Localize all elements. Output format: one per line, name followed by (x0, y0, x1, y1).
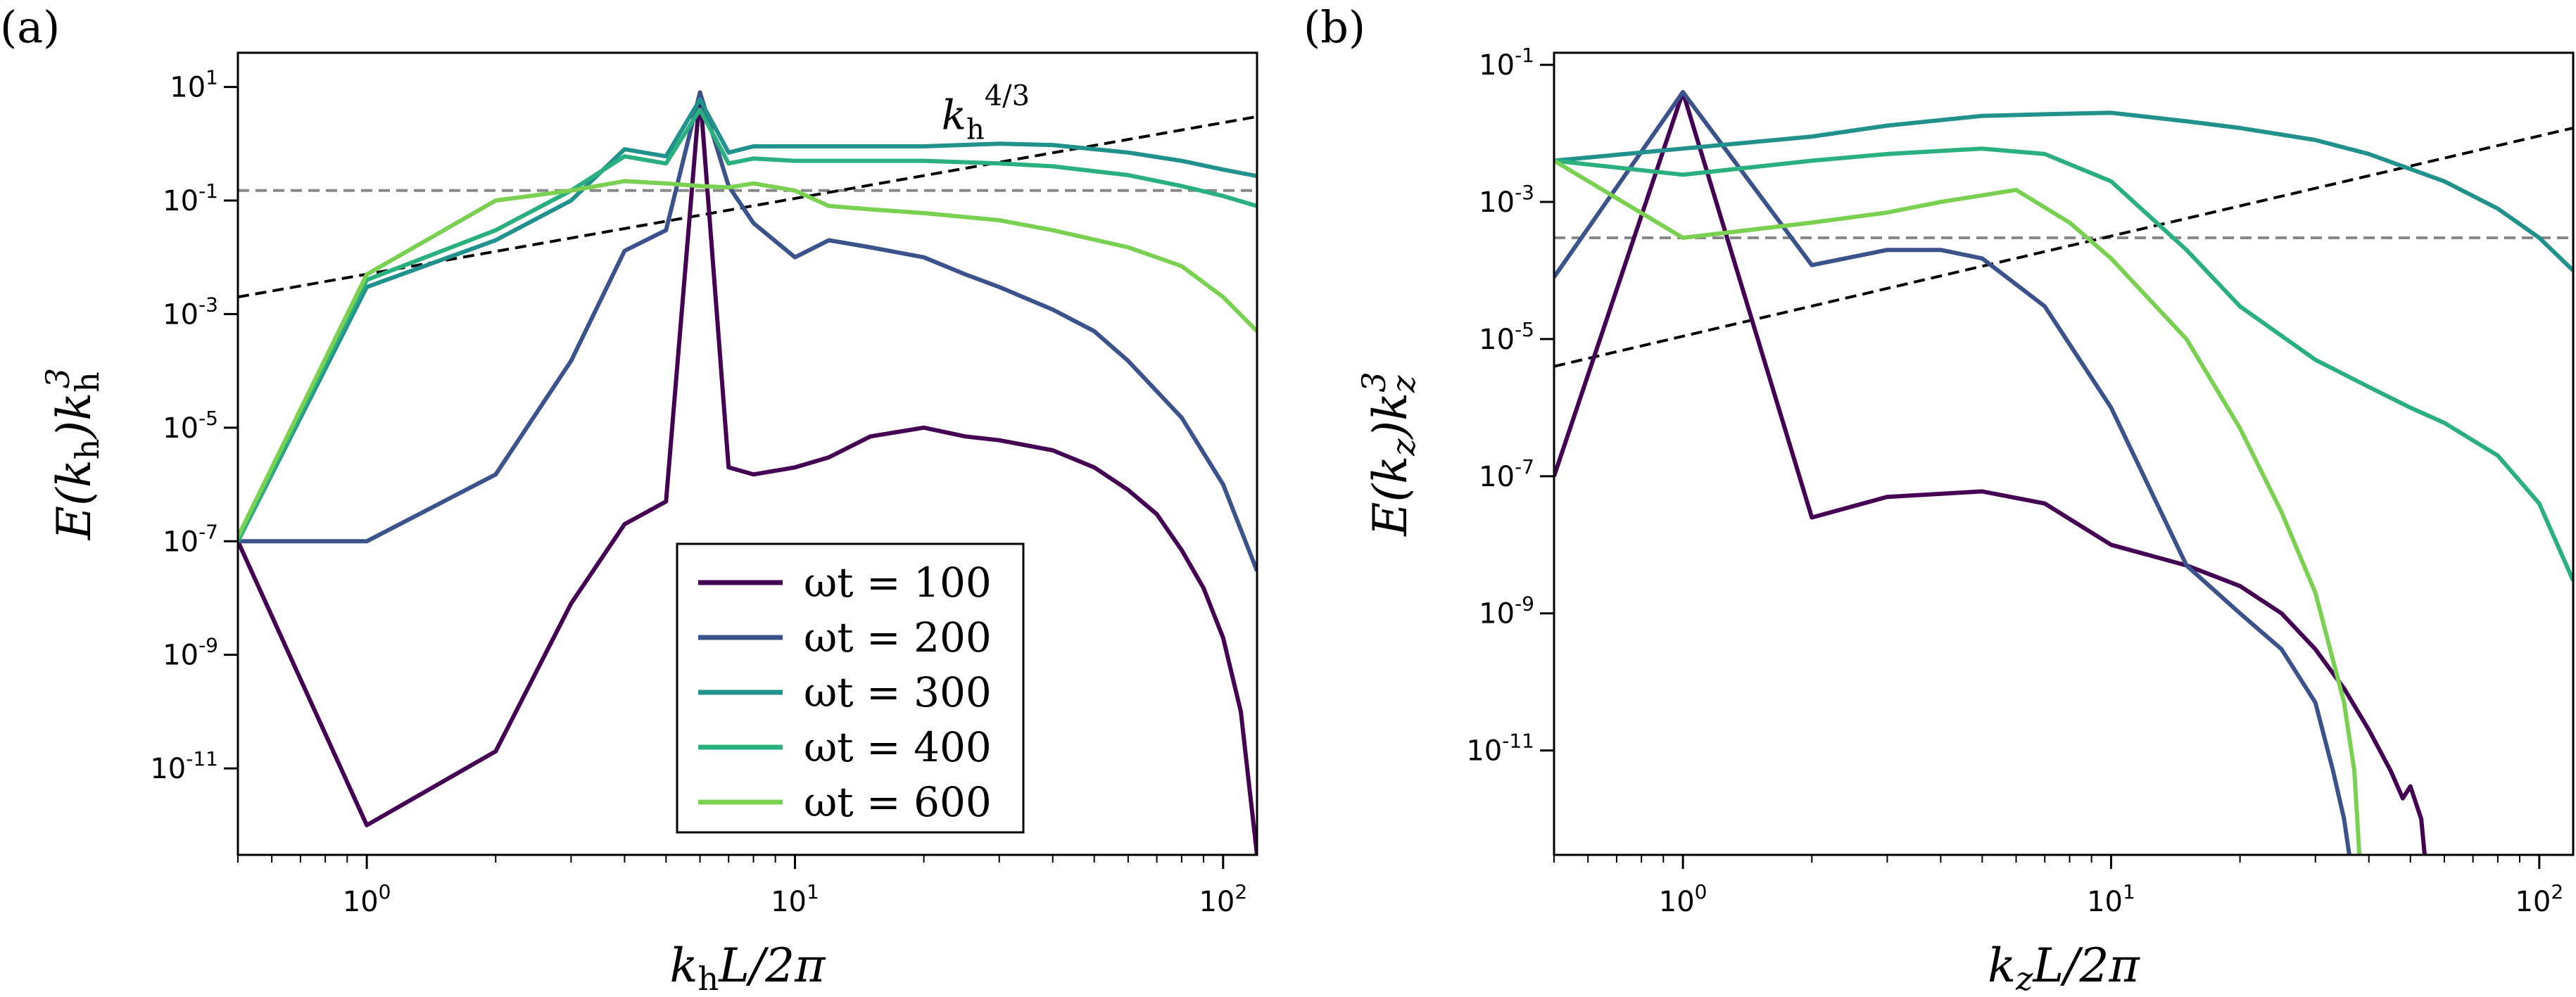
y-tick-label: 10-1 (1479, 44, 1534, 82)
series-line-600 (1554, 158, 2362, 855)
legend-label: ωt = 600 (804, 778, 992, 826)
panel-a-y-axis-label: E(kh)kh3 (39, 368, 106, 540)
panel-b: (b) 100 101 102 10-1 10-3 10-5 10-7 10-9 10-11 k… (1303, 1, 2575, 997)
y-tick-label: 10-3 (163, 293, 218, 331)
y-tick-label: 10-7 (1479, 455, 1534, 493)
y-tick-label: 10-7 (163, 520, 218, 558)
panel-a-power-law-label: kh4/3 (942, 80, 1030, 146)
x-tick-label: 100 (343, 880, 391, 918)
series-line-400 (238, 107, 1257, 542)
panel-a: (a) 100 101 102 101 10-1 10-3 10-5 10-7 10-9 10-1… (0, 1, 1258, 997)
x-tick-label: 101 (2087, 880, 2135, 918)
panel-b-series-group (1554, 89, 2573, 855)
panel-a-tag: (a) (0, 1, 60, 53)
series-line-200 (238, 90, 1257, 572)
legend-label: ωt = 100 (804, 559, 992, 607)
series-line-300 (1554, 110, 2573, 272)
y-tick-label: 10-5 (163, 407, 218, 445)
panel-b-tag: (b) (1303, 1, 1365, 53)
panel-a-ticks: 100 101 102 101 10-1 10-3 10-5 10-7 10-9 10-11 (150, 66, 1247, 918)
x-tick-label: 102 (1199, 880, 1247, 918)
legend-label: ωt = 300 (804, 668, 992, 716)
series-line-600 (238, 179, 1257, 538)
y-tick-label: 10-1 (163, 179, 218, 217)
panel-b-frame (1553, 51, 2575, 856)
panel-a-frame (236, 51, 1258, 856)
series-line-100 (1554, 89, 2427, 855)
x-tick-label: 101 (771, 880, 819, 918)
legend-label: ωt = 200 (804, 614, 992, 661)
legend-label: ωt = 400 (804, 723, 992, 771)
y-tick-label: 10-9 (163, 634, 218, 672)
y-tick-label: 10-11 (1466, 730, 1534, 768)
legend: ωt = 100 ωt = 200 ωt = 300 ωt = 400 ωt = 600 (676, 542, 1025, 834)
y-tick-label: 10-11 (150, 747, 218, 785)
y-tick-label: 10-3 (1479, 181, 1534, 219)
panel-a-series-group (238, 90, 1257, 855)
panel-b-y-axis-label: E(kz)kz3 (1355, 372, 1422, 536)
panel-b-x-axis-label: kzL/2π (1988, 939, 2140, 997)
x-tick-label: 102 (2515, 880, 2563, 918)
x-tick-label: 100 (1659, 880, 1707, 918)
series-line-400 (1554, 146, 2573, 582)
y-tick-label: 10-9 (1479, 592, 1534, 630)
legend-box (676, 542, 1025, 834)
panel-a-x-axis-label: khL/2π (669, 939, 826, 997)
y-tick-label: 10-5 (1479, 318, 1534, 356)
series-line-300 (238, 97, 1257, 542)
series-line-100 (238, 90, 1257, 855)
panel-b-ticks: 100 101 102 10-1 10-3 10-5 10-7 10-9 10-11 (1466, 44, 2563, 918)
y-tick-label: 101 (170, 66, 218, 104)
series-line-200 (1554, 89, 2351, 855)
